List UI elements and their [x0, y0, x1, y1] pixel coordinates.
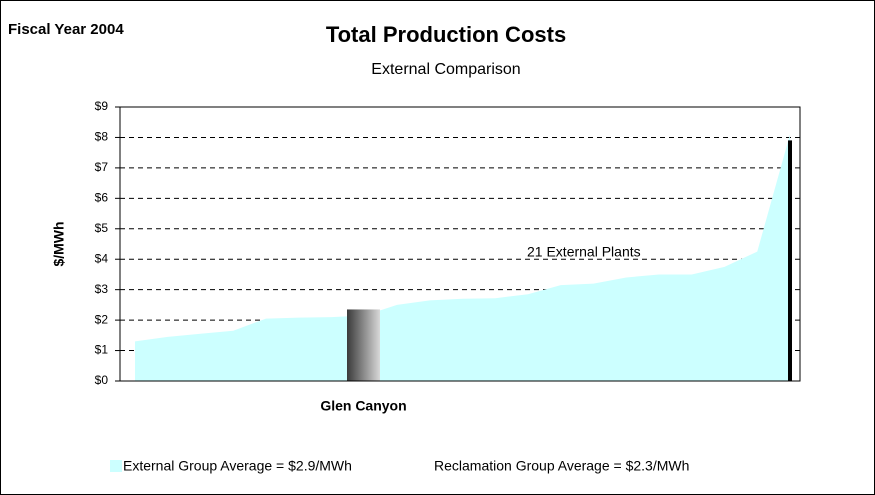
legend-swatch [110, 460, 122, 472]
annotation: 21 External Plants [527, 244, 641, 260]
y-tick-label: $8 [95, 130, 109, 144]
y-axis-label: $/MWh [51, 221, 67, 266]
area [135, 134, 790, 381]
y-tick-label: $2 [95, 312, 109, 326]
highlight-bar [347, 309, 380, 381]
y-tick-label: $0 [95, 373, 109, 387]
y-tick-label: $3 [95, 282, 109, 296]
plot-frame [119, 106, 801, 382]
y-tick-label: $1 [95, 343, 109, 357]
highlight-label: Glen Canyon [320, 398, 406, 414]
corner-label: Fiscal Year 2004 [8, 21, 124, 38]
legend-label: External Group Average = $2.9/MWh [123, 458, 352, 474]
reference-note: Reclamation Group Average = $2.3/MWh [434, 458, 689, 474]
y-tick-label: $9 [95, 99, 109, 113]
y-tick-label: $5 [95, 221, 109, 235]
chart-subtitle: External Comparison [371, 61, 520, 78]
max-bar [788, 140, 792, 381]
y-tick-label: $7 [95, 160, 109, 174]
chart-title: Total Production Costs [326, 22, 566, 47]
y-tick-label: $4 [95, 251, 109, 265]
y-tick-label: $6 [95, 191, 109, 205]
